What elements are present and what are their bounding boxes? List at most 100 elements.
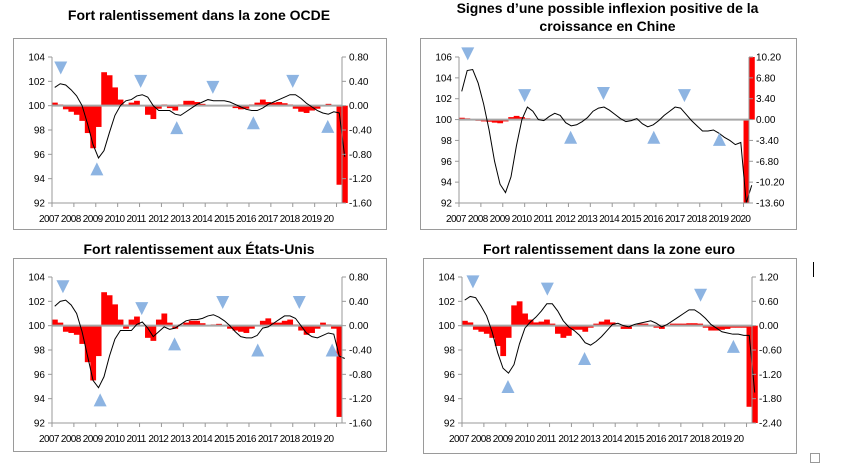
x-tick-label: 2015 — [214, 434, 235, 445]
x-tick-label: 2008 — [471, 434, 492, 445]
x-tick-label: 2011 — [127, 214, 147, 225]
bar — [265, 318, 271, 325]
left-tick-label: 94 — [34, 394, 46, 405]
peak-marker-triangle-down — [54, 61, 67, 74]
x-tick-label: 2018 — [687, 214, 708, 225]
right-tick-label: -1.20 — [349, 394, 372, 405]
chart-title-line-1: Signes d’une possible inflexion positive… — [420, 0, 795, 17]
bar — [744, 120, 750, 203]
x-tick-label: 2008 — [61, 214, 82, 225]
bar — [506, 326, 512, 338]
bar — [90, 106, 96, 149]
right-tick-label: 1.20 — [759, 273, 779, 284]
right-tick-label: -0.40 — [349, 346, 372, 357]
x-tick-label: 2015 — [621, 214, 642, 225]
left-tick-label: 104 — [28, 53, 45, 64]
x-tick-label: 2012 — [558, 434, 579, 445]
x-tick-label: 2019 — [302, 214, 323, 225]
right-tick-label: -13.60 — [756, 199, 785, 210]
x-tick-label: 2013 — [170, 214, 191, 225]
trough-marker-triangle-up — [501, 380, 514, 393]
chart-title-chine: Signes d’une possible inflexion positive… — [420, 0, 795, 35]
trough-marker-triangle-up — [727, 340, 740, 353]
x-tick-label: 2010 — [105, 214, 126, 225]
left-tick-label: 104 — [438, 273, 455, 284]
right-tick-label: 0.00 — [349, 101, 369, 112]
x-tick-label: 2017 — [665, 214, 686, 225]
trough-marker-triangle-up — [321, 120, 334, 133]
right-tick-label: 0.80 — [349, 273, 369, 284]
x-tick-label: 2018 — [280, 434, 301, 445]
trough-marker-triangle-up — [251, 344, 264, 357]
bar — [112, 87, 118, 105]
left-tick-label: 100 — [28, 101, 45, 112]
x-tick-label: 2015 — [624, 434, 645, 445]
x-tick-label: 2014 — [192, 214, 213, 225]
chart-title-line-2: croissance en Chine — [420, 17, 795, 35]
bar — [107, 295, 113, 325]
right-tick-label: -1.20 — [759, 370, 782, 381]
trough-marker-triangle-up — [578, 352, 591, 365]
x-tick-label: 2009 — [493, 434, 514, 445]
right-tick-label: 6.80 — [756, 73, 776, 84]
right-tick-label: -1.20 — [349, 174, 372, 185]
x-tick-label: 2009 — [83, 434, 104, 445]
x-tick-label: 2010 — [515, 434, 536, 445]
chart-title-zone-euro: Fort ralentissement dans la zone euro — [423, 240, 795, 258]
bar — [484, 326, 490, 334]
left-tick-label: 96 — [34, 150, 46, 161]
x-tick-label: 2010 — [105, 434, 126, 445]
left-tick-label: 100 — [438, 321, 455, 332]
peak-marker-triangle-down — [134, 75, 147, 88]
x-tick-label: 2007 — [446, 214, 467, 225]
x-tick-label: 2014 — [192, 434, 213, 445]
right-tick-label: -1.80 — [759, 394, 782, 405]
left-tick-label: 102 — [28, 297, 45, 308]
bar — [495, 326, 501, 346]
x-tick-label: 2018 — [690, 434, 711, 445]
bar — [74, 106, 80, 115]
left-tick-label: 92 — [34, 419, 46, 430]
left-tick-label: 106 — [435, 53, 452, 64]
resize-handle[interactable] — [810, 453, 820, 463]
x-tick-label: 2014 — [599, 214, 620, 225]
x-tick-label: 2016 — [643, 214, 664, 225]
left-tick-label: 92 — [441, 199, 453, 210]
trough-marker-triangle-up — [94, 393, 107, 406]
left-tick-label: 96 — [441, 157, 453, 168]
x-tick-label: 2016 — [236, 434, 257, 445]
x-tick-label: 2007 — [449, 434, 470, 445]
bar — [511, 305, 517, 325]
left-tick-label: 104 — [435, 73, 452, 84]
bar — [500, 326, 506, 356]
left-tick-label: 100 — [435, 115, 452, 126]
text-cursor — [813, 262, 814, 277]
left-tick-label: 100 — [28, 321, 45, 332]
bar — [244, 326, 250, 333]
peak-marker-triangle-down — [518, 89, 531, 102]
right-tick-label: -2.40 — [759, 419, 782, 430]
peak-marker-triangle-down — [597, 87, 610, 100]
trough-marker-triangle-up — [713, 133, 726, 146]
trough-marker-triangle-up — [647, 131, 660, 144]
bar — [749, 57, 755, 120]
x-tick-label: 2008 — [468, 214, 489, 225]
x-tick-label: 2011 — [534, 214, 554, 225]
x-tick-label: 2007 — [39, 434, 60, 445]
bar — [517, 301, 523, 325]
bar — [560, 326, 566, 338]
peak-marker-triangle-down — [461, 47, 474, 60]
left-tick-label: 94 — [444, 394, 456, 405]
x-tick-label: 20 — [324, 214, 335, 225]
right-tick-label: 0.60 — [759, 297, 779, 308]
peak-marker-triangle-down — [206, 81, 219, 94]
x-tick-label: 2019 — [712, 434, 733, 445]
bar — [101, 72, 107, 105]
chart-chine: 92949698100102104106-13.60-10.20-6.80-3.… — [421, 39, 796, 229]
x-tick-label: 2017 — [258, 434, 279, 445]
x-tick-label: 2012 — [555, 214, 576, 225]
trough-marker-triangle-up — [90, 162, 103, 175]
right-tick-label: -3.40 — [756, 136, 779, 147]
peak-marker-triangle-down — [293, 296, 306, 309]
bar — [522, 314, 528, 326]
